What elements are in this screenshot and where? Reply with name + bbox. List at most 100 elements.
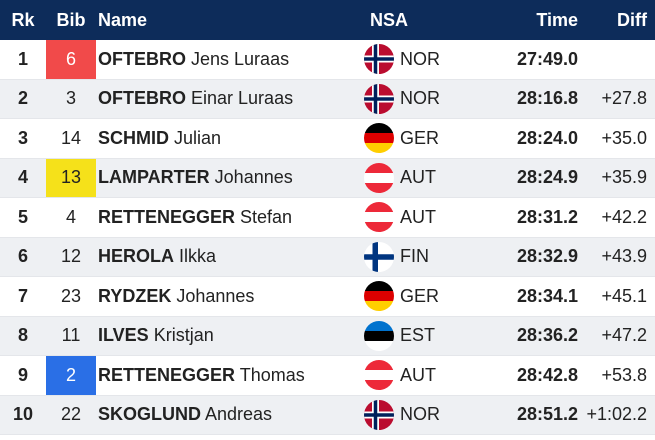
- diff-cell: +43.9: [601, 246, 647, 267]
- norway-flag-icon: [364, 399, 394, 430]
- athlete-name[interactable]: OFTEBRO Jens Luraas: [96, 49, 364, 70]
- nsa-code: NOR: [400, 88, 440, 109]
- table-row[interactable]: 5 4 RETTENEGGER Stefan AUT 28:31.2 +42.2: [0, 198, 655, 238]
- athlete-given-name: Julian: [174, 127, 222, 148]
- diff-cell: +45.1: [601, 285, 647, 306]
- athlete-surname: ILVES: [98, 325, 149, 346]
- athlete-surname: RETTENEGGER: [98, 206, 236, 227]
- time-cell: 28:16.8: [516, 88, 578, 109]
- athlete-given-name: Johannes: [214, 167, 293, 188]
- diff-cell: +42.2: [601, 206, 647, 227]
- table-row[interactable]: 1 6 OFTEBRO Jens Luraas NOR 27:49.0: [0, 40, 655, 80]
- table-row[interactable]: 8 11 ILVES Kristjan EST 28:36.2 +47.2: [0, 316, 655, 356]
- nsa-cell: AUT: [364, 202, 484, 233]
- germany-flag-icon: [364, 281, 394, 312]
- nsa-code: NOR: [400, 48, 440, 69]
- time-cell: 28:34.1: [516, 285, 578, 306]
- time-cell: 28:24.9: [516, 167, 578, 188]
- norway-flag-icon: [364, 83, 394, 114]
- bib-cell: 12: [60, 246, 82, 267]
- rank-cell: 9: [17, 364, 28, 385]
- table-row[interactable]: 6 12 HEROLA Ilkka FIN 28:32.9 +43.9: [0, 237, 655, 277]
- athlete-name[interactable]: SKOGLUND Andreas: [96, 404, 364, 425]
- athlete-surname: SKOGLUND: [98, 404, 201, 425]
- athlete-given-name: Andreas: [205, 404, 273, 425]
- athlete-name[interactable]: ILVES Kristjan: [96, 325, 364, 346]
- athlete-name[interactable]: LAMPARTER Johannes: [96, 167, 364, 188]
- nsa-cell: FIN: [364, 241, 484, 272]
- nsa-cell: EST: [364, 320, 484, 351]
- table-row[interactable]: 9 2 RETTENEGGER Thomas AUT 28:42.8 +53.8: [0, 356, 655, 396]
- athlete-name[interactable]: SCHMID Julian: [96, 128, 364, 149]
- athlete-surname: HEROLA: [98, 246, 174, 267]
- austria-flag-icon: [364, 202, 394, 233]
- athlete-given-name: Johannes: [176, 285, 255, 306]
- athlete-surname: RYDZEK: [98, 285, 172, 306]
- athlete-name[interactable]: RETTENEGGER Stefan: [96, 207, 364, 228]
- rank-cell: 10: [12, 404, 34, 425]
- table-header: Rk Bib Name NSA Time Diff: [0, 0, 655, 40]
- athlete-name[interactable]: RYDZEK Johannes: [96, 286, 364, 307]
- table-row[interactable]: 10 22 SKOGLUND Andreas NOR 28:51.2 +1:02…: [0, 395, 655, 435]
- nsa-code: AUT: [400, 206, 436, 227]
- nsa-code: FIN: [400, 246, 429, 267]
- table-row[interactable]: 3 14 SCHMID Julian GER 28:24.0 +35.0: [0, 119, 655, 159]
- diff-cell: +35.0: [601, 127, 647, 148]
- rank-cell: 3: [17, 127, 28, 148]
- rank-cell: 6: [17, 246, 28, 267]
- bib-cell: 13: [46, 158, 96, 197]
- nsa-code: NOR: [400, 404, 440, 425]
- table-body: 1 6 OFTEBRO Jens Luraas NOR 27:49.0 2 3 …: [0, 40, 655, 435]
- header-time[interactable]: Time: [536, 9, 578, 30]
- nsa-code: EST: [400, 325, 436, 346]
- bib-cell: 4: [65, 206, 76, 227]
- nsa-cell: NOR: [364, 83, 484, 114]
- athlete-surname: OFTEBRO: [98, 48, 186, 69]
- time-cell: 28:31.2: [516, 206, 578, 227]
- athlete-surname: SCHMID: [98, 127, 169, 148]
- time-cell: 28:51.2: [516, 404, 578, 425]
- bib-cell: 3: [65, 88, 76, 109]
- athlete-surname: RETTENEGGER: [98, 364, 236, 385]
- athlete-given-name: Ilkka: [179, 246, 217, 267]
- nsa-cell: NOR: [364, 399, 484, 430]
- table-row[interactable]: 4 13 LAMPARTER Johannes AUT 28:24.9 +35.…: [0, 158, 655, 198]
- rank-cell: 1: [17, 48, 28, 69]
- rank-cell: 7: [17, 285, 28, 306]
- austria-flag-icon: [364, 360, 394, 391]
- austria-flag-icon: [364, 162, 394, 193]
- athlete-given-name: Einar Luraas: [191, 88, 294, 109]
- bib-cell: 6: [46, 40, 96, 79]
- nsa-cell: AUT: [364, 162, 484, 193]
- nsa-code: GER: [400, 127, 440, 148]
- rank-cell: 4: [17, 167, 28, 188]
- nsa-code: AUT: [400, 364, 436, 385]
- athlete-surname: OFTEBRO: [98, 88, 186, 109]
- estonia-flag-icon: [364, 320, 394, 351]
- diff-cell: +27.8: [601, 88, 647, 109]
- time-cell: 28:36.2: [516, 325, 578, 346]
- diff-cell: +47.2: [601, 325, 647, 346]
- time-cell: 28:32.9: [516, 246, 578, 267]
- athlete-given-name: Thomas: [239, 364, 305, 385]
- diff-cell: +53.8: [601, 364, 647, 385]
- norway-flag-icon: [364, 44, 394, 75]
- header-bib[interactable]: Bib: [56, 9, 86, 30]
- table-row[interactable]: 7 23 RYDZEK Johannes GER 28:34.1 +45.1: [0, 277, 655, 317]
- bib-cell: 23: [60, 285, 82, 306]
- header-diff[interactable]: Diff: [617, 9, 647, 30]
- diff-cell: +1:02.2: [586, 404, 647, 425]
- bib-cell: 22: [60, 404, 82, 425]
- header-rank[interactable]: Rk: [11, 9, 35, 30]
- table-row[interactable]: 2 3 OFTEBRO Einar Luraas NOR 28:16.8 +27…: [0, 79, 655, 119]
- time-cell: 28:42.8: [516, 364, 578, 385]
- athlete-name[interactable]: OFTEBRO Einar Luraas: [96, 88, 364, 109]
- nsa-code: AUT: [400, 167, 436, 188]
- header-name[interactable]: Name: [98, 9, 148, 30]
- nsa-cell: GER: [364, 281, 484, 312]
- header-nsa[interactable]: NSA: [370, 9, 409, 30]
- athlete-name[interactable]: RETTENEGGER Thomas: [96, 365, 364, 386]
- athlete-name[interactable]: HEROLA Ilkka: [96, 246, 364, 267]
- time-cell: 27:49.0: [516, 48, 578, 69]
